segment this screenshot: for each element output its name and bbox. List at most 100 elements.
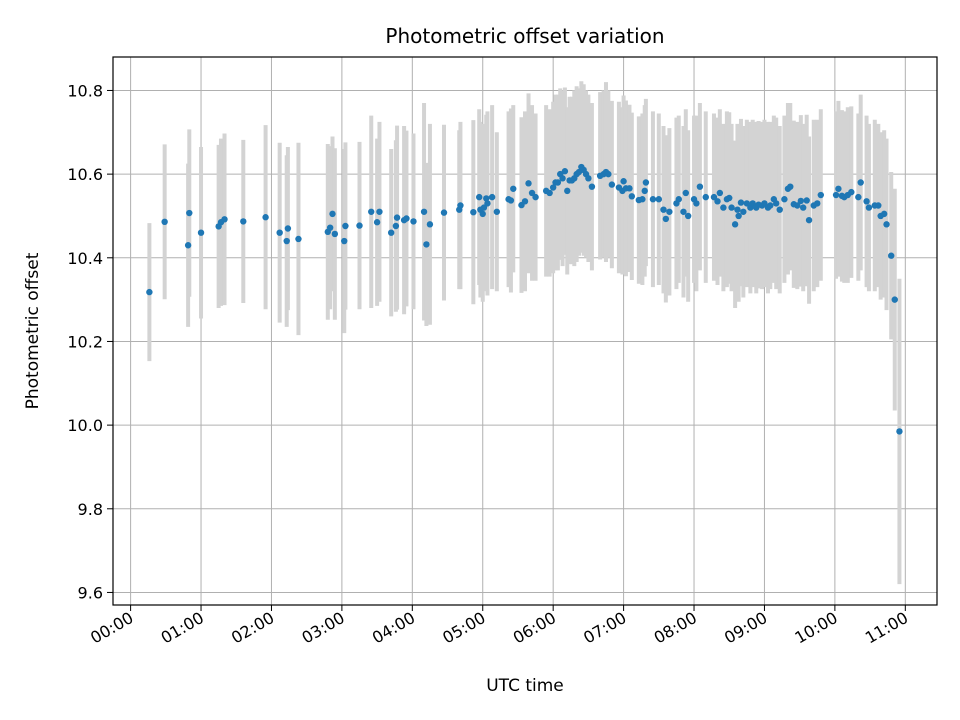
data-point bbox=[331, 230, 339, 238]
data-point bbox=[484, 200, 491, 207]
data-point bbox=[883, 221, 890, 228]
data-point bbox=[410, 218, 417, 225]
data-point bbox=[368, 208, 375, 215]
data-point bbox=[326, 224, 334, 231]
data-point bbox=[440, 209, 448, 216]
x-tick-label: 06:00 bbox=[510, 608, 559, 648]
data-point bbox=[585, 175, 592, 182]
data-point bbox=[880, 210, 888, 218]
data-point bbox=[426, 221, 434, 228]
data-point bbox=[559, 175, 566, 182]
data-point bbox=[675, 196, 682, 203]
data-point bbox=[376, 208, 383, 215]
data-point bbox=[521, 198, 529, 205]
data-point bbox=[734, 206, 741, 213]
data-point bbox=[891, 296, 898, 303]
data-point bbox=[797, 197, 805, 205]
data-point bbox=[528, 189, 536, 197]
y-tick-label: 10.0 bbox=[67, 416, 103, 435]
data-point bbox=[329, 210, 336, 218]
x-tick-label: 05:00 bbox=[439, 608, 488, 648]
data-point bbox=[776, 206, 783, 213]
data-point bbox=[772, 200, 780, 207]
data-point bbox=[716, 189, 724, 197]
data-point bbox=[564, 187, 571, 195]
data-point bbox=[799, 204, 807, 211]
data-point bbox=[710, 193, 718, 201]
data-point bbox=[696, 183, 704, 190]
data-point bbox=[608, 181, 616, 188]
y-tick-label: 10.2 bbox=[67, 332, 103, 351]
x-tick-label: 01:00 bbox=[158, 608, 207, 648]
y-tick-label: 10.6 bbox=[67, 165, 103, 184]
data-point bbox=[814, 200, 821, 207]
data-point bbox=[373, 219, 381, 226]
data-point bbox=[403, 215, 410, 222]
data-point bbox=[493, 208, 501, 215]
y-axis-label: Photometric offset bbox=[23, 252, 43, 409]
data-point bbox=[728, 204, 735, 211]
data-point bbox=[356, 222, 363, 229]
data-point bbox=[387, 229, 395, 236]
data-point bbox=[662, 215, 670, 223]
data-point bbox=[761, 200, 768, 207]
data-point bbox=[423, 241, 430, 248]
x-tick-label: 08:00 bbox=[651, 608, 700, 648]
data-point bbox=[803, 197, 810, 204]
data-point bbox=[392, 222, 400, 230]
data-point bbox=[488, 193, 496, 201]
data-point bbox=[549, 184, 557, 191]
x-tick-label: 00:00 bbox=[87, 608, 136, 648]
data-point bbox=[480, 204, 488, 211]
data-point bbox=[848, 188, 855, 196]
y-tick-label: 10.8 bbox=[67, 81, 103, 100]
data-point bbox=[743, 200, 751, 207]
x-axis-label: UTC time bbox=[486, 676, 564, 696]
data-point bbox=[684, 212, 692, 220]
data-point bbox=[393, 214, 401, 221]
data-point bbox=[875, 202, 882, 209]
data-point bbox=[184, 242, 192, 249]
data-point bbox=[626, 185, 633, 192]
data-point bbox=[479, 210, 486, 218]
data-point bbox=[283, 237, 290, 245]
data-point bbox=[888, 252, 895, 259]
data-point bbox=[221, 216, 228, 223]
x-tick-label: 02:00 bbox=[228, 608, 277, 648]
data-point bbox=[507, 197, 515, 204]
data-point bbox=[749, 200, 756, 207]
data-point bbox=[457, 202, 464, 209]
data-point bbox=[817, 191, 824, 199]
data-point bbox=[628, 193, 636, 200]
data-point bbox=[787, 183, 794, 190]
data-point bbox=[510, 185, 517, 192]
data-point bbox=[525, 180, 532, 187]
data-point bbox=[737, 199, 745, 206]
data-point bbox=[805, 216, 813, 224]
x-tick-label: 07:00 bbox=[580, 608, 629, 648]
data-point bbox=[726, 194, 733, 202]
data-point bbox=[476, 193, 483, 201]
y-tick-label: 9.6 bbox=[78, 583, 103, 602]
data-point bbox=[702, 193, 709, 201]
data-point bbox=[682, 189, 690, 197]
data-point bbox=[639, 196, 646, 203]
data-point bbox=[240, 218, 247, 225]
y-tick-label: 10.4 bbox=[67, 249, 103, 268]
x-tick-label: 04:00 bbox=[369, 608, 418, 648]
data-point bbox=[865, 204, 873, 211]
data-point bbox=[483, 195, 490, 202]
data-point bbox=[276, 229, 283, 236]
data-point bbox=[680, 208, 687, 215]
data-point bbox=[161, 218, 168, 226]
data-point bbox=[896, 428, 903, 435]
data-point bbox=[554, 179, 562, 186]
data-point bbox=[731, 221, 739, 228]
data-point bbox=[642, 179, 650, 186]
data-point bbox=[857, 179, 864, 186]
data-point bbox=[588, 183, 596, 190]
data-point bbox=[470, 208, 477, 216]
data-point bbox=[186, 209, 193, 217]
chart-title: Photometric offset variation bbox=[385, 24, 664, 48]
data-point bbox=[649, 196, 657, 203]
